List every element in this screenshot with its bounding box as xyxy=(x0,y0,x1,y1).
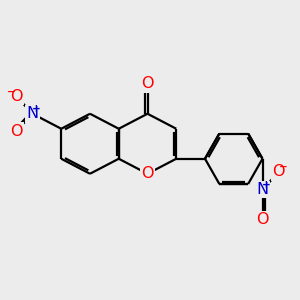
Text: O: O xyxy=(141,166,154,181)
Text: N: N xyxy=(256,182,268,197)
Text: +: + xyxy=(262,180,271,190)
Text: O: O xyxy=(10,124,22,139)
Text: +: + xyxy=(32,104,41,114)
Text: N: N xyxy=(26,106,39,121)
Text: O: O xyxy=(10,89,22,104)
Text: O: O xyxy=(141,76,154,91)
Text: −: − xyxy=(7,86,16,97)
Text: O: O xyxy=(272,164,285,179)
Text: O: O xyxy=(256,212,269,227)
Text: −: − xyxy=(279,162,288,172)
